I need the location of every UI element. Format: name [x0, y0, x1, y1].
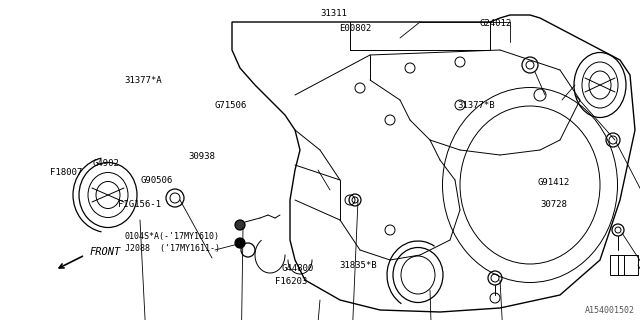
Text: 31311: 31311 — [320, 9, 347, 18]
Text: F16203: F16203 — [275, 277, 307, 286]
Polygon shape — [232, 15, 635, 312]
Text: 0104S*A(-'17MY1610): 0104S*A(-'17MY1610) — [125, 232, 220, 241]
Text: 31377*B: 31377*B — [458, 101, 495, 110]
Text: E00802: E00802 — [339, 24, 371, 33]
Text: A154001502: A154001502 — [585, 306, 635, 315]
Text: 31835*B: 31835*B — [339, 261, 377, 270]
Text: FIG156-1: FIG156-1 — [118, 200, 161, 209]
Circle shape — [235, 220, 245, 230]
Text: 31377*A: 31377*A — [125, 76, 163, 84]
Text: G91412: G91412 — [538, 178, 570, 187]
Text: G44800: G44800 — [282, 264, 314, 273]
Text: FRONT: FRONT — [90, 247, 121, 257]
Text: 30728: 30728 — [541, 200, 568, 209]
Text: J2088  ('17MY1611-): J2088 ('17MY1611-) — [125, 244, 220, 252]
Text: G71506: G71506 — [214, 101, 246, 110]
Text: G24012: G24012 — [480, 19, 512, 28]
Text: 30938: 30938 — [189, 152, 216, 161]
Text: G90506: G90506 — [141, 176, 173, 185]
Text: G4902: G4902 — [93, 159, 120, 168]
Circle shape — [235, 238, 245, 248]
Text: F18007: F18007 — [50, 168, 82, 177]
Bar — [610, 255, 638, 275]
